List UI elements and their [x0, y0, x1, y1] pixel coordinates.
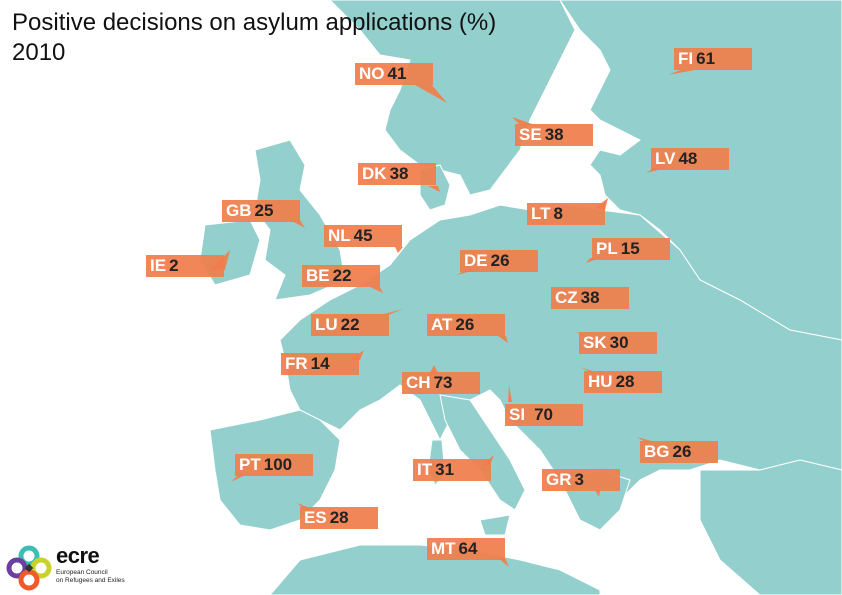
country-code: SI [509, 405, 526, 424]
title-line-2: 2010 [12, 39, 66, 66]
country-code: NL [328, 226, 351, 245]
label-hu[interactable]: HU 28 [584, 371, 662, 393]
label-be[interactable]: BE 22 [302, 265, 380, 287]
country-code: BE [306, 266, 330, 285]
country-value: 48 [678, 149, 698, 168]
ecre-logo-icon [6, 545, 52, 591]
label-gr[interactable]: GR 3 [542, 469, 620, 491]
label-si[interactable]: SI 70 [505, 404, 583, 426]
label-se[interactable]: SE 38 [515, 124, 593, 146]
country-value: 25 [254, 201, 274, 220]
country-code: FI [678, 49, 694, 68]
country-value: 26 [455, 315, 475, 334]
country-value: 26 [490, 251, 510, 270]
country-code: ES [304, 508, 327, 527]
country-code: PT [239, 455, 261, 474]
country-code: CZ [555, 288, 578, 307]
country-value: 70 [534, 405, 553, 424]
title-line-1: Positive decisions on asylum application… [12, 9, 497, 36]
label-lt[interactable]: LT 8 [527, 203, 605, 225]
country-code: LU [315, 315, 338, 334]
country-code: GB [226, 201, 252, 220]
region-sicily [479, 514, 511, 536]
map-title: Positive decisions on asylum application… [12, 8, 496, 68]
country-code: BG [644, 442, 670, 461]
label-ie[interactable]: IE 2 [146, 255, 224, 277]
country-value: 8 [553, 204, 563, 223]
label-no[interactable]: NO 41 [355, 63, 433, 85]
label-gb[interactable]: GB 25 [222, 200, 300, 222]
ecre-logo: ecre European Council on Refugees and Ex… [6, 543, 136, 591]
country-value: 28 [329, 508, 349, 527]
label-mt[interactable]: MT 64 [427, 538, 505, 560]
label-nl[interactable]: NL 45 [324, 225, 402, 247]
ecre-subtitle: European Council on Refugees and Exiles [56, 569, 136, 585]
region-italy [439, 394, 526, 511]
label-cz[interactable]: CZ 38 [551, 287, 629, 309]
country-code: SE [519, 125, 542, 144]
country-code: LV [655, 149, 676, 168]
country-value: 22 [332, 266, 352, 285]
country-value: 61 [696, 49, 716, 68]
ecre-subtitle-line-1: European Council [56, 569, 108, 576]
label-sk[interactable]: SK 30 [579, 332, 657, 354]
country-value: 38 [389, 164, 409, 183]
country-value: 2 [169, 256, 179, 275]
label-dk[interactable]: DK 38 [358, 163, 436, 185]
country-code: SK [583, 333, 607, 352]
country-value: 28 [615, 372, 635, 391]
label-pt[interactable]: PT 100 [235, 454, 313, 476]
country-code: PL [596, 239, 618, 258]
ecre-subtitle-line-2: on Refugees and Exiles [56, 577, 125, 584]
label-fi[interactable]: FI 61 [674, 48, 752, 70]
country-value: 64 [458, 539, 478, 558]
country-code: FR [285, 354, 308, 373]
label-pl[interactable]: PL 15 [592, 238, 670, 260]
country-value: 26 [672, 442, 692, 461]
country-value: 41 [387, 64, 407, 83]
label-lv[interactable]: LV 48 [651, 148, 729, 170]
label-de[interactable]: DE 26 [460, 250, 538, 272]
country-value: 15 [620, 239, 640, 258]
country-code: LT [531, 204, 551, 223]
label-lu[interactable]: LU 22 [311, 314, 389, 336]
label-fr[interactable]: FR 14 [281, 353, 359, 375]
country-value: 30 [609, 333, 629, 352]
label-ch[interactable]: CH 73 [402, 372, 480, 394]
country-value: 45 [353, 226, 373, 245]
country-code: HU [588, 372, 613, 391]
country-value: 38 [544, 125, 564, 144]
country-code: MT [431, 539, 456, 558]
country-code: IE [150, 256, 167, 275]
country-value: 14 [310, 354, 330, 373]
country-value: 38 [580, 288, 600, 307]
label-it[interactable]: IT 31 [413, 459, 491, 481]
country-code: NO [359, 64, 385, 83]
country-value: 22 [340, 315, 360, 334]
country-code: GR [546, 470, 572, 489]
label-es[interactable]: ES 28 [300, 507, 378, 529]
country-value: 3 [574, 470, 584, 489]
region-turkey [699, 459, 842, 595]
country-code: AT [431, 315, 453, 334]
country-code: DK [362, 164, 387, 183]
country-code: CH [406, 373, 431, 392]
label-at[interactable]: AT 26 [427, 314, 505, 336]
country-value: 31 [435, 460, 455, 479]
country-value: 73 [433, 373, 453, 392]
country-value: 100 [263, 455, 293, 474]
country-code: IT [417, 460, 433, 479]
ecre-brand: ecre [56, 543, 100, 568]
label-bg[interactable]: BG 26 [640, 441, 718, 463]
country-code: DE [464, 251, 488, 270]
